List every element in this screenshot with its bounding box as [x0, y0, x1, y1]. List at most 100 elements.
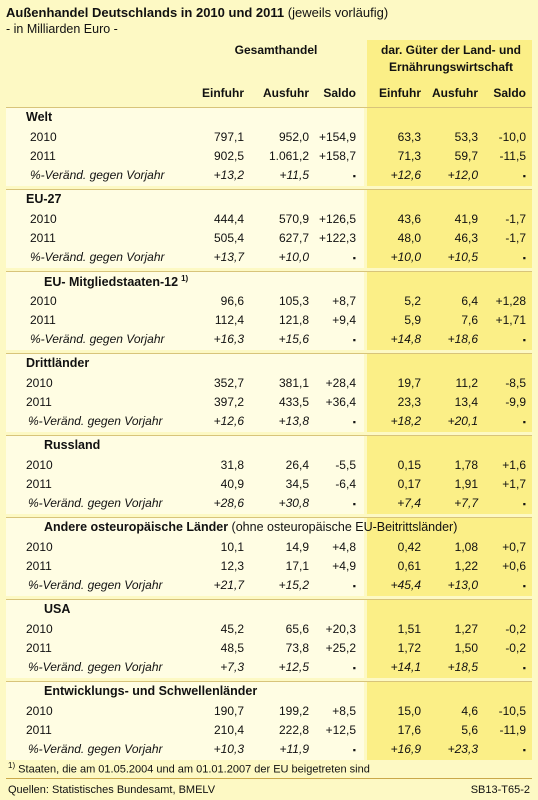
cell-value: 0,61	[397, 559, 421, 573]
cell-value: 397,2	[213, 395, 244, 409]
cell-value: +158,7	[318, 149, 356, 163]
cell-value: +11,5	[279, 168, 309, 182]
cell-value: -6,4	[335, 477, 356, 491]
footer-divider	[6, 778, 532, 779]
cell-value: +12,5	[278, 660, 309, 674]
row-label: 2010	[26, 704, 53, 718]
change-row: %-Veränd. gegen Vorjahr +28,6 +30,8 ▪ +7,4 +7…	[6, 494, 532, 513]
row-label: %-Veränd. gegen Vorjahr	[28, 578, 163, 592]
cell-value: 48,5	[220, 641, 244, 655]
change-row: %-Veränd. gegen Vorjahr +12,6 +13,8 ▪ +18,2 +…	[6, 412, 532, 431]
cell-value: +126,5	[318, 212, 356, 226]
year-row: 2010 797,1 952,0 +154,9 63,3 53,3 -10,0	[6, 128, 532, 147]
section-bg-left	[6, 271, 364, 350]
cell-value: 31,8	[220, 458, 244, 472]
cell-value: 40,9	[220, 477, 244, 491]
cell-value: ▪	[522, 171, 526, 181]
cell-value: 797,1	[213, 130, 244, 144]
cell-value: 1,72	[397, 641, 421, 655]
cell-value: ▪	[522, 253, 526, 263]
cell-value: +45,4	[390, 578, 421, 592]
row-label: 2010	[26, 622, 53, 636]
table-code: SB13-T65-2	[470, 784, 530, 796]
cell-value: ▪	[522, 499, 526, 509]
cell-value: +21,7	[213, 578, 244, 592]
cell-value: +8,5	[332, 704, 356, 718]
cell-value: 13,4	[454, 395, 478, 409]
section: EU-27 2010 444,4 570,9 +126,5 43,6 41,9 -1,7 201…	[6, 189, 532, 271]
cell-value: 1,78	[454, 458, 478, 472]
section-title: EU- Mitgliedstaaten-12 1)	[44, 274, 189, 290]
cell-value: 65,6	[285, 622, 309, 636]
cell-value: +122,3	[318, 231, 356, 245]
cell-value: 5,2	[404, 294, 421, 308]
year-row: 2011 12,3 17,1 +4,9 0,61 1,22 +0,6	[6, 557, 532, 576]
col-ausfuhr-agrar: Ausfuhr	[432, 86, 478, 100]
cell-value: +10,0	[390, 250, 421, 264]
cell-value: 1,51	[397, 622, 421, 636]
cell-value: +14,8	[390, 332, 421, 346]
cell-value: 199,2	[278, 704, 309, 718]
cell-value: 43,6	[397, 212, 421, 226]
row-label: 2010	[30, 212, 57, 226]
section-bg-right	[367, 107, 532, 186]
section-divider	[6, 681, 532, 682]
cell-value: +13,8	[278, 414, 309, 428]
cell-value: 19,7	[397, 376, 421, 390]
year-row: 2011 505,4 627,7 +122,3 48,0 46,3 -1,7	[6, 229, 532, 248]
cell-value: 902,5	[213, 149, 244, 163]
section: Welt 2010 797,1 952,0 +154,9 63,3 53,3 -10,0 201…	[6, 107, 532, 189]
cell-value: 96,6	[220, 294, 244, 308]
section: Drittländer 2010 352,7 381,1 +28,4 19,7 11,2 -8…	[6, 353, 532, 435]
row-label: 2010	[30, 130, 57, 144]
cell-value: 570,9	[278, 212, 309, 226]
cell-value: 0,17	[397, 477, 421, 491]
cell-value: -11,9	[499, 723, 526, 737]
cell-value: 14,9	[285, 540, 309, 554]
cell-value: +23,3	[447, 742, 478, 756]
col-saldo-agrar: Saldo	[493, 86, 526, 100]
section-bg-right	[367, 435, 532, 514]
year-row: 2010 45,2 65,6 +20,3 1,51 1,27 -0,2	[6, 620, 532, 639]
cell-value: +9,4	[332, 313, 356, 327]
cell-value: +10,3	[213, 742, 244, 756]
cell-value: +18,2	[390, 414, 421, 428]
cell-value: 71,3	[397, 149, 421, 163]
col-ausfuhr: Ausfuhr	[263, 86, 309, 100]
cell-value: ▪	[522, 335, 526, 345]
row-label: 2010	[26, 376, 53, 390]
cell-value: 4,6	[461, 704, 478, 718]
change-row: %-Veränd. gegen Vorjahr +7,3 +12,5 ▪ +14,1 +1…	[6, 658, 532, 677]
row-label: 2011	[26, 723, 52, 737]
row-label: 2011	[30, 231, 56, 245]
cell-value: 433,5	[278, 395, 309, 409]
row-label: %-Veränd. gegen Vorjahr	[30, 332, 165, 346]
cell-value: 5,6	[461, 723, 478, 737]
cell-value: +28,6	[213, 496, 244, 510]
section-divider	[6, 271, 532, 272]
cell-value: +10,0	[278, 250, 309, 264]
row-label: %-Veränd. gegen Vorjahr	[28, 414, 163, 428]
change-row: %-Veränd. gegen Vorjahr +13,2 +11,5 ▪ +12,6 +…	[6, 166, 532, 185]
section-divider	[6, 353, 532, 354]
cell-value: 6,4	[461, 294, 478, 308]
source: Quellen: Statistisches Bundesamt, BMELV	[8, 784, 216, 796]
cell-value: -1,7	[505, 231, 526, 245]
row-label: 2011	[26, 395, 52, 409]
cell-value: -9,9	[505, 395, 526, 409]
cell-value: 11,2	[455, 376, 478, 390]
cell-value: 48,0	[397, 231, 421, 245]
section-title: USA	[44, 602, 71, 616]
cell-value: 112,4	[214, 313, 244, 327]
section-bg-right	[367, 189, 532, 268]
cell-value: 23,3	[397, 395, 421, 409]
cell-value: 121,8	[278, 313, 309, 327]
cell-value: ▪	[352, 335, 356, 345]
cell-value: +16,9	[390, 742, 421, 756]
cell-value: 190,7	[213, 704, 244, 718]
cell-value: +15,6	[278, 332, 309, 346]
cell-value: +14,1	[390, 660, 421, 674]
row-label: 2010	[26, 458, 53, 472]
cell-value: 381,1	[278, 376, 309, 390]
section-bg-left	[6, 599, 364, 678]
